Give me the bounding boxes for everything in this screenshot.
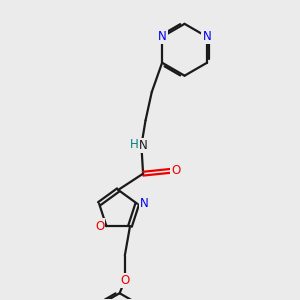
Text: N: N: [139, 139, 148, 152]
Text: H: H: [129, 138, 138, 151]
Text: O: O: [120, 274, 129, 287]
Text: N: N: [158, 30, 167, 43]
Text: O: O: [172, 164, 181, 177]
Text: O: O: [95, 220, 104, 233]
Text: N: N: [140, 197, 148, 210]
Text: N: N: [202, 30, 211, 43]
